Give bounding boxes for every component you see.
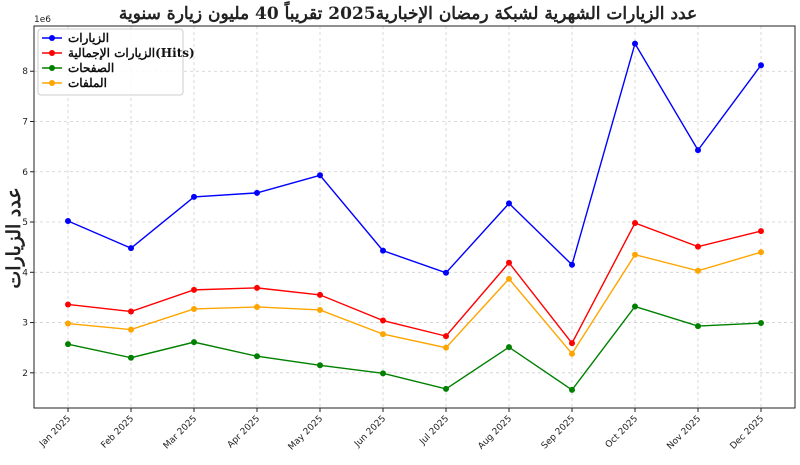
x-tick-label: Sep 2025 <box>540 414 577 451</box>
y-tick-label: 6 <box>22 168 28 178</box>
data-point <box>65 218 71 225</box>
series-2 <box>65 303 764 393</box>
series-lines <box>65 40 764 393</box>
data-point <box>380 247 386 254</box>
data-point <box>695 243 701 250</box>
data-point <box>380 370 386 377</box>
data-point <box>632 251 638 258</box>
data-point <box>758 228 764 235</box>
x-tick-label: Oct 2025 <box>604 414 640 450</box>
x-tick-label: Apr 2025 <box>226 414 262 450</box>
data-point <box>506 275 512 282</box>
x-tick-label: Mar 2025 <box>162 414 199 451</box>
data-point <box>506 200 512 207</box>
series-3 <box>65 249 764 357</box>
data-point <box>65 320 71 327</box>
data-point <box>254 353 260 360</box>
data-point <box>443 344 449 351</box>
legend-marker <box>49 65 55 71</box>
chart-title: عدد الزيارات الشهرية لشبكة رمضان الإخبار… <box>119 0 697 24</box>
data-point <box>191 286 197 293</box>
x-tick-label: Jul 2025 <box>417 414 451 448</box>
data-point <box>695 267 701 274</box>
series-1 <box>65 220 764 347</box>
y-tick-label: 7 <box>22 118 28 128</box>
legend-marker <box>49 50 55 56</box>
data-point <box>443 385 449 392</box>
y-tick-label: 8 <box>22 67 28 77</box>
y-axis-label: عدد الزيارات <box>3 187 25 288</box>
y-tick-label: 5 <box>22 218 28 228</box>
x-tick-label: Jan 2025 <box>37 414 73 450</box>
legend-label: الزيارات الإجمالية(Hits) <box>68 46 195 61</box>
data-point <box>317 172 323 179</box>
data-point <box>128 326 134 333</box>
data-point <box>632 40 638 47</box>
data-point <box>569 386 575 393</box>
data-point <box>506 259 512 266</box>
legend-marker <box>49 35 55 41</box>
axes <box>33 25 796 409</box>
legend-label: الملفات <box>68 76 107 90</box>
data-point <box>506 344 512 351</box>
data-point <box>128 354 134 361</box>
data-point <box>632 220 638 227</box>
data-point <box>191 305 197 312</box>
series-0 <box>65 40 764 276</box>
x-tick-label: May 2025 <box>287 414 325 452</box>
data-point <box>443 269 449 276</box>
y-offset-label: 1e6 <box>34 15 51 25</box>
legend-box <box>37 28 184 96</box>
data-point <box>758 249 764 256</box>
x-tick-label: Feb 2025 <box>100 414 137 451</box>
series-line <box>67 305 762 391</box>
data-point <box>65 301 71 308</box>
legend-label: الصفحات <box>68 61 114 75</box>
data-point <box>191 339 197 346</box>
y-tick-label: 3 <box>22 319 28 329</box>
data-point <box>695 323 701 330</box>
data-point <box>191 193 197 200</box>
x-tick-labels: Jan 2025 Feb 2025 Mar 2025 Apr 2025 May 2025… <box>37 408 766 452</box>
x-tick-label: Aug 2025 <box>476 414 514 452</box>
data-point <box>569 350 575 357</box>
x-tick-label: Dec 2025 <box>729 414 767 452</box>
data-point <box>254 189 260 196</box>
x-tick-label: Nov 2025 <box>665 414 703 452</box>
x-tick-label: Jun 2025 <box>352 414 388 450</box>
series-line <box>67 222 762 345</box>
data-point <box>569 261 575 268</box>
data-point <box>569 340 575 347</box>
plot-frame <box>33 25 796 409</box>
data-point <box>758 62 764 69</box>
data-point <box>380 331 386 338</box>
data-point <box>128 245 134 252</box>
y-tick-label: 4 <box>22 268 28 278</box>
legend-label: الزيارات <box>68 31 109 46</box>
data-point <box>65 341 71 348</box>
data-point <box>758 320 764 327</box>
data-point <box>254 284 260 291</box>
y-tick-label: 2 <box>22 369 28 379</box>
data-point <box>254 303 260 310</box>
data-point <box>317 362 323 369</box>
data-point <box>443 333 449 340</box>
series-line <box>67 41 762 274</box>
data-point <box>380 317 386 324</box>
y-tick-labels: 2 3 4 5 6 7 8 <box>22 67 34 379</box>
data-point <box>128 308 134 315</box>
series-line <box>67 251 762 355</box>
data-point <box>317 291 323 298</box>
data-point <box>695 147 701 154</box>
data-point <box>632 303 638 310</box>
data-point <box>317 306 323 313</box>
legend-marker <box>49 80 55 86</box>
